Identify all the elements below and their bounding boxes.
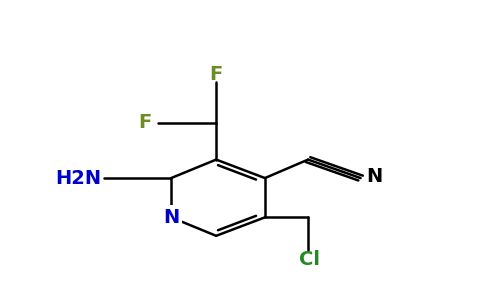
Text: H2N: H2N — [56, 169, 102, 188]
Text: N: N — [163, 208, 179, 227]
Text: Cl: Cl — [300, 250, 320, 269]
Text: F: F — [210, 64, 223, 84]
Text: F: F — [138, 113, 151, 132]
Text: N: N — [367, 167, 383, 186]
